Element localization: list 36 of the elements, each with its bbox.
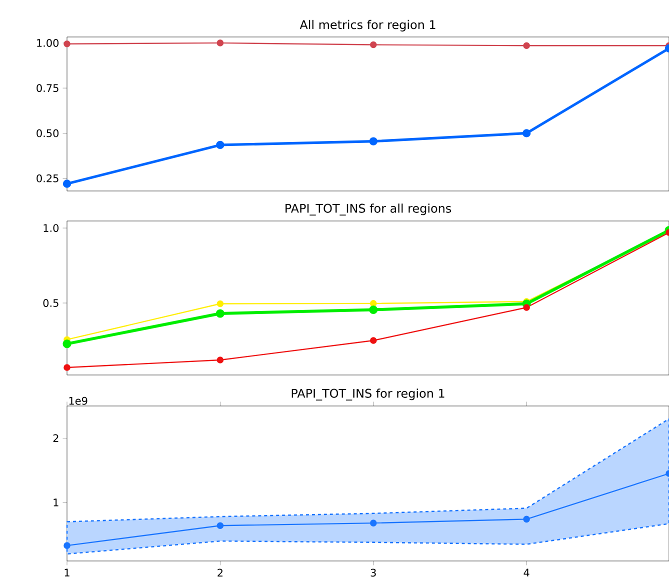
point	[64, 364, 70, 371]
point	[370, 337, 377, 344]
point	[523, 42, 530, 50]
point	[62, 339, 72, 348]
point	[523, 304, 530, 311]
point	[62, 180, 72, 188]
point	[369, 305, 378, 314]
y-tick-label: 1.00	[37, 38, 59, 47]
point	[216, 140, 224, 150]
point	[370, 520, 377, 526]
point	[370, 41, 377, 48]
y-tick-label: 0.25	[36, 174, 58, 182]
y-tick-label: 1.0	[44, 224, 59, 232]
chart-title: PAPI_TOT_INS for region 1	[292, 388, 444, 400]
point	[216, 356, 224, 364]
y-tick-label: 0.75	[36, 84, 58, 92]
point	[216, 300, 224, 308]
point	[523, 516, 530, 523]
point	[64, 40, 70, 48]
point	[216, 40, 224, 46]
chart-title: PAPI_TOT_INS for all regions	[286, 204, 452, 216]
text: 1e9	[69, 396, 88, 405]
y-tick-label: 2	[53, 434, 58, 442]
point	[216, 522, 224, 530]
chart-title: All metrics for region 1	[300, 20, 436, 32]
y-tick-label: 1	[54, 498, 58, 506]
point	[216, 309, 224, 318]
point	[369, 137, 378, 146]
x-tick-label: 1	[64, 568, 70, 576]
y-tick-label: 0.50	[36, 129, 59, 138]
y-tick-label: 0.5	[43, 299, 58, 307]
point	[522, 129, 531, 138]
point	[64, 542, 70, 549]
x-tick-label: 3	[370, 568, 376, 577]
x-tick-label: 4	[524, 568, 530, 576]
x-tick-label: 2	[218, 568, 222, 577]
